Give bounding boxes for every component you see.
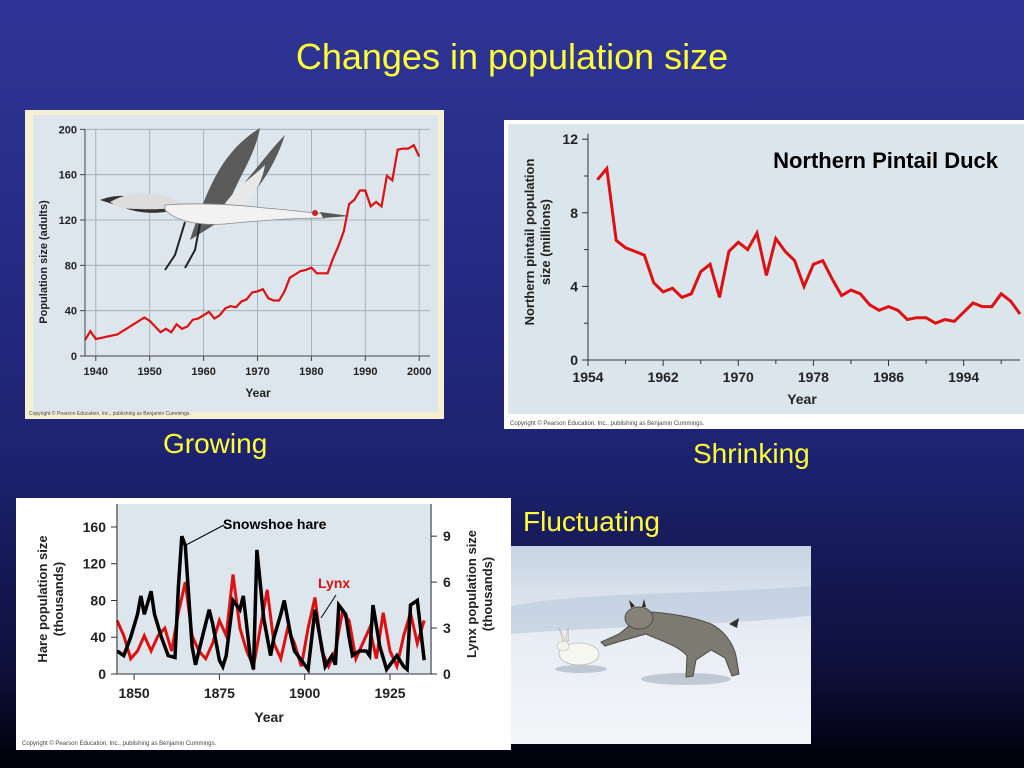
hare-lynx-copyright: Copyright © Pearson Education, Inc., pub… [22,740,217,747]
pintail-y-tick-label: 0 [570,352,578,368]
hare-population-series [116,535,426,675]
lynx-hare-photo-drawing [511,546,811,744]
hare-y-tick-label: 0 [98,666,106,682]
crane-x-tick-label: 1960 [191,366,215,378]
lynx-annotation-label: Lynx [318,575,350,591]
pintail-x-tick-label: 1954 [572,369,603,385]
pintail-x-tick-label: 1962 [648,369,679,385]
hare-lynx-x-tick-label: 1900 [289,685,320,701]
pintail-x-tick-label: 1994 [948,369,979,385]
crane-chart-panel: 0 40 80 120 160 200 1940 1950 1960 1970 1980 1990 2… [25,110,444,419]
hare-y-tick-label: 80 [90,592,106,608]
pintail-y-axis-label-line2: size (millions) [538,199,553,285]
hare-y-tick-label: 120 [83,556,107,572]
crane-y-axis-label: Population size (adults) [38,200,50,324]
hare-shadow [555,665,607,673]
hare-lynx-chart: 0 40 80 120 160 0 3 6 9 1850 1875 1900 1925 Snowshoe… [16,498,511,750]
crane-y-tick-label: 200 [59,124,77,136]
crane-y-tick-label: 160 [59,170,77,182]
crane-x-tick-label: 1970 [245,366,269,378]
pintail-chart: 0 4 8 12 1954 1962 1970 1978 1986 1994 Northern P… [504,120,1024,429]
hare-y-tick-label: 160 [83,519,107,535]
hare-y-axis-label-line2: (thousands) [51,562,66,636]
hare-body [558,642,600,666]
hare-lynx-x-axis-label: Year [254,709,284,725]
hare-lynx-chart-panel: 0 40 80 120 160 0 3 6 9 1850 1875 1900 1925 Snowshoe… [16,498,511,750]
crane-x-axis-label: Year [245,386,271,400]
pintail-y-tick-label: 4 [570,278,578,294]
pintail-y-tick-label: 12 [562,131,578,147]
crane-y-tick-label: 40 [65,306,77,318]
hare-annotation-leader [185,524,225,546]
crane-x-tick-label: 1980 [299,366,323,378]
caption-shrinking: Shrinking [693,438,810,469]
hare-annotation-label: Snowshoe hare [223,516,327,532]
lynx-y-tick-label: 6 [443,574,451,590]
pintail-x-tick-label: 1970 [723,369,754,385]
crane-chart: 0 40 80 120 160 200 1940 1950 1960 1970 1980 1990 2… [25,110,444,419]
lynx-head [624,606,654,630]
pintail-chart-panel: 0 4 8 12 1954 1962 1970 1978 1986 1994 Northern P… [504,120,1024,429]
pintail-y-tick-label: 8 [570,205,578,221]
whooping-crane-illustration [100,128,350,271]
crane-x-tick-label: 1990 [353,366,377,378]
lynx-y-tick-label: 9 [443,528,451,544]
hare-y-axis-label-line1: Hare population size [35,535,50,662]
pintail-x-tick-label: 1986 [873,369,904,385]
lynx-shadow [641,673,731,685]
lynx-hare-photo [511,546,811,744]
hare-lynx-x-tick-label: 1925 [374,685,405,701]
lynx-annotation-leader [320,594,337,619]
caption-growing: Growing [163,428,268,459]
pintail-x-axis-label: Year [787,391,817,407]
crane-x-tick-label: 1940 [84,366,108,378]
hare-y-tick-label: 40 [90,629,106,645]
lynx-population-series [115,574,426,672]
pintail-chart-title: Northern Pintail Duck [773,148,999,173]
crane-y-tick-label: 80 [65,260,77,272]
crane-x-tick-label: 2000 [407,366,431,378]
crane-y-tick-label: 120 [59,215,77,227]
crane-y-tick-label: 0 [71,351,77,363]
lynx-y-axis-label-line1: Lynx population size [464,530,479,658]
pintail-copyright: Copyright © Pearson Education, Inc., pub… [510,420,705,427]
hare-lynx-x-tick-label: 1875 [204,685,235,701]
slide-title: Changes in population size [295,36,729,77]
lynx-y-tick-label: 3 [443,620,451,636]
hare-lynx-x-tick-label: 1850 [118,685,149,701]
crane-copyright: Copyright © Pearson Education, Inc., pub… [29,410,191,417]
pintail-y-axis-label-line1: Northern pintail population [522,159,537,326]
lynx-y-axis-label-line2: (thousands) [480,557,495,631]
lynx-y-tick-label: 0 [443,666,451,682]
caption-fluctuating: Fluctuating [523,506,660,537]
pintail-population-series [596,165,1022,325]
pintail-x-tick-label: 1978 [798,369,829,385]
crane-x-tick-label: 1950 [137,366,161,378]
crane-population-series [84,143,421,341]
